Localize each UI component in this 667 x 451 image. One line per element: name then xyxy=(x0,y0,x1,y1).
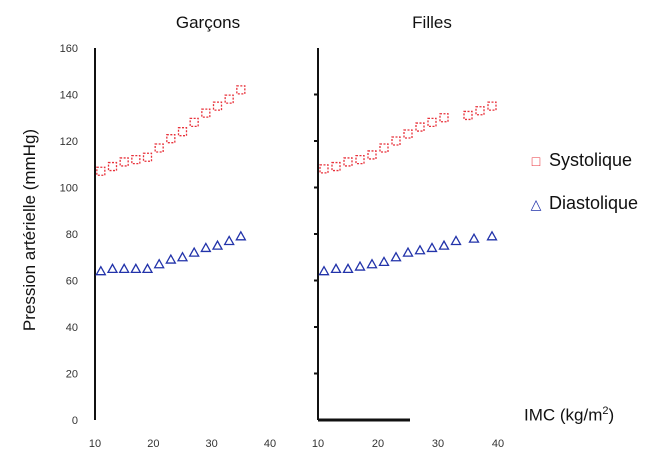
y-tick-label: 60 xyxy=(66,276,78,288)
x-tick-label: 10 xyxy=(89,438,101,450)
data-point-systolique xyxy=(403,129,413,139)
data-point-systolique xyxy=(177,127,188,137)
x-tick-label: 20 xyxy=(372,438,384,450)
legend-item-systolique: □ Systolique xyxy=(527,150,632,171)
data-point-systolique xyxy=(107,161,118,172)
x-axis-label-superscript: 2 xyxy=(602,405,609,417)
data-point-systolique xyxy=(96,166,106,176)
panel-title: Filles xyxy=(412,13,452,32)
panel-title: Garçons xyxy=(176,13,240,32)
data-point-systolique xyxy=(379,143,389,153)
data-point-diastolique xyxy=(390,251,402,262)
data-point-systolique xyxy=(166,134,176,144)
data-point-systolique xyxy=(119,157,129,167)
data-point-diastolique xyxy=(330,263,342,274)
data-point-systolique xyxy=(487,101,497,111)
data-point-diastolique xyxy=(414,244,426,255)
data-point-diastolique xyxy=(118,263,130,274)
x-tick-label: 40 xyxy=(264,438,276,450)
data-point-diastolique xyxy=(450,235,462,246)
data-point-diastolique xyxy=(165,253,177,264)
data-point-systolique xyxy=(319,164,329,174)
data-point-systolique xyxy=(224,94,234,104)
data-point-systolique xyxy=(463,110,473,121)
y-axis-label: Pression artérielle (mmHg) xyxy=(20,128,39,332)
data-point-diastolique xyxy=(438,239,450,250)
data-point-systolique xyxy=(439,113,449,123)
data-point-systolique xyxy=(212,101,223,111)
data-point-diastolique xyxy=(141,263,154,274)
data-point-systolique xyxy=(142,152,153,162)
data-point-diastolique xyxy=(342,263,354,274)
y-tick-label: 160 xyxy=(60,43,78,55)
data-point-systolique xyxy=(236,85,246,95)
y-tick-label: 120 xyxy=(60,136,78,148)
legend-square-icon: □ xyxy=(531,153,541,169)
data-point-diastolique xyxy=(235,230,247,241)
legend-item-diastolique: △ Diastolique xyxy=(527,193,638,214)
data-point-diastolique xyxy=(318,265,330,276)
data-point-systolique xyxy=(131,154,141,165)
legend-label-diastolique: Diastolique xyxy=(549,193,639,213)
data-point-diastolique xyxy=(486,230,498,241)
y-tick-label: 40 xyxy=(66,322,78,334)
data-point-diastolique xyxy=(378,256,390,267)
x-tick-label: 30 xyxy=(206,438,218,450)
data-point-diastolique xyxy=(211,239,224,250)
y-tick-label: 80 xyxy=(66,229,78,241)
data-point-diastolique xyxy=(188,246,200,257)
x-axis-label: IMC (kg/m2) xyxy=(524,405,614,426)
data-point-systolique xyxy=(189,117,199,128)
data-point-systolique xyxy=(355,154,365,165)
x-tick-label: 40 xyxy=(492,438,504,450)
data-point-diastolique xyxy=(200,242,212,253)
data-point-diastolique xyxy=(153,258,165,269)
y-tick-label: 20 xyxy=(66,369,78,381)
data-point-systolique xyxy=(331,161,341,172)
data-point-diastolique xyxy=(426,242,438,253)
data-point-diastolique xyxy=(223,235,235,246)
data-point-systolique xyxy=(343,157,353,167)
x-tick-label: 10 xyxy=(312,438,324,450)
data-point-systolique xyxy=(154,143,164,153)
legend-triangle-icon: △ xyxy=(530,196,542,212)
data-point-diastolique xyxy=(106,263,119,274)
data-point-systolique xyxy=(201,108,211,118)
data-point-systolique xyxy=(427,117,437,128)
y-tick-label: 0 xyxy=(72,415,78,427)
y-tick-label: 100 xyxy=(60,183,78,195)
data-point-diastolique xyxy=(366,258,378,269)
y-tick-label: 140 xyxy=(60,90,78,102)
data-point-systolique xyxy=(367,150,377,160)
data-point-diastolique xyxy=(402,246,414,257)
data-point-diastolique xyxy=(176,251,189,262)
data-point-systolique xyxy=(415,122,425,132)
x-axis-label-close: ) xyxy=(608,405,615,425)
x-tick-label: 30 xyxy=(432,438,444,450)
x-tick-label: 20 xyxy=(147,438,159,450)
data-point-diastolique xyxy=(130,263,142,274)
data-point-diastolique xyxy=(95,265,107,276)
data-point-diastolique xyxy=(468,232,480,243)
data-point-systolique xyxy=(391,136,401,146)
x-axis-label-text: IMC (kg/m xyxy=(524,405,603,425)
legend-label-systolique: Systolique xyxy=(549,150,633,170)
data-point-systolique xyxy=(475,106,485,116)
data-point-diastolique xyxy=(354,260,366,271)
